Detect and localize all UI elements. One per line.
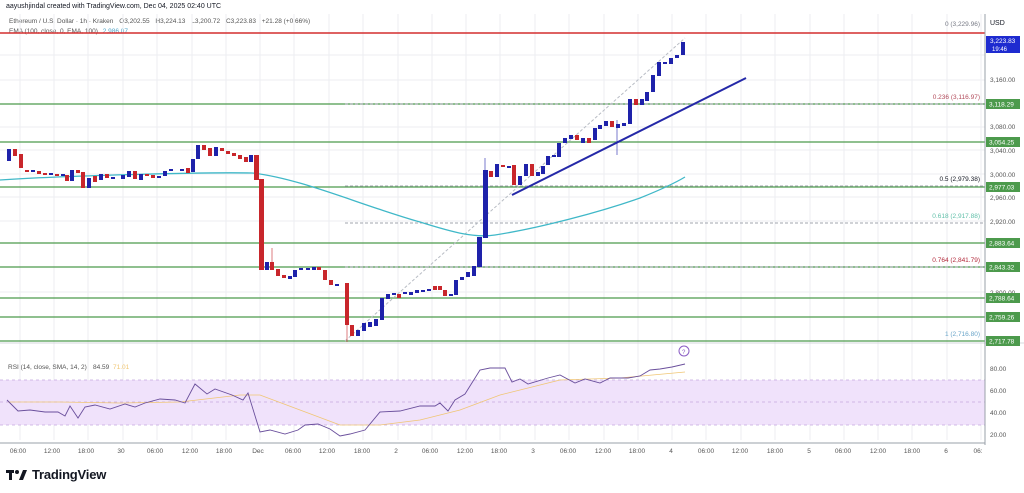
tradingview-branding[interactable]: TradingView <box>6 467 106 482</box>
currency-label: USD <box>990 20 1005 27</box>
svg-text:0.236 (3,116.97): 0.236 (3,116.97) <box>933 94 980 101</box>
symbol-title: Ethereum / U.S. Dollar · 1h · Kraken <box>9 18 114 25</box>
current-price-badge <box>986 36 1020 53</box>
ohlc-close: C3,223.83 <box>225 18 256 25</box>
svg-text:12:00: 12:00 <box>457 448 474 455</box>
ema-value: 2,986.07 <box>102 28 128 35</box>
svg-text:2: 2 <box>394 448 398 455</box>
svg-text:0 (3,229.96): 0 (3,229.96) <box>945 21 980 28</box>
ohlc-change: +21.28 (+0.66%) <box>261 18 311 25</box>
svg-text:06:00: 06:00 <box>147 448 164 455</box>
svg-text:18:00: 18:00 <box>78 448 95 455</box>
svg-text:06:00: 06:00 <box>560 448 577 455</box>
tradingview-logo-icon <box>6 469 27 480</box>
svg-text:06:00: 06:00 <box>285 448 302 455</box>
ema-label: EMA (100, close, 0, EMA, 100) <box>9 28 98 35</box>
svg-text:12:00: 12:00 <box>595 448 612 455</box>
svg-text:2,788.64: 2,788.64 <box>989 296 1015 303</box>
svg-text:71.01: 71.01 <box>113 364 130 371</box>
svg-text:3: 3 <box>531 448 535 455</box>
svg-text:5: 5 <box>807 448 811 455</box>
svg-text:84.59: 84.59 <box>93 364 110 371</box>
svg-text:3,000.00: 3,000.00 <box>990 172 1016 179</box>
svg-text:06:00: 06:00 <box>835 448 852 455</box>
svg-text:2,883.64: 2,883.64 <box>989 241 1015 248</box>
svg-text:12:00: 12:00 <box>319 448 336 455</box>
svg-text:RSI (14, close, SMA, 14, 2): RSI (14, close, SMA, 14, 2) <box>8 364 87 371</box>
svg-text:30: 30 <box>117 448 125 455</box>
svg-text:6: 6 <box>944 448 948 455</box>
svg-text:1 (2,716.80): 1 (2,716.80) <box>945 331 980 338</box>
svg-text:19:46: 19:46 <box>992 47 1008 53</box>
svg-text:3,160.00: 3,160.00 <box>990 77 1016 84</box>
svg-text:0.764 (2,841.79): 0.764 (2,841.79) <box>932 257 980 264</box>
alert-marker-icon[interactable] <box>678 345 690 357</box>
svg-text:12:00: 12:00 <box>732 448 749 455</box>
svg-text:2,977.03: 2,977.03 <box>989 185 1015 192</box>
svg-text:3,040.00: 3,040.00 <box>990 148 1016 155</box>
svg-text:18:00: 18:00 <box>354 448 371 455</box>
svg-text:80.00: 80.00 <box>990 366 1007 373</box>
ohlc-high: H3,224.13 <box>155 18 186 25</box>
svg-text:12:00: 12:00 <box>44 448 61 455</box>
ohlc-open: O3,202.55 <box>119 18 150 25</box>
rsi-sma-line <box>8 371 686 426</box>
svg-text:2,960.00: 2,960.00 <box>990 195 1016 202</box>
svg-text:3,118.29: 3,118.29 <box>989 102 1014 109</box>
rsi-line[interactable] <box>6 363 686 437</box>
svg-text:12:00: 12:00 <box>870 448 887 455</box>
symbol-legend[interactable]: Ethereum / U.S. Dollar · 1h · Kraken O3,… <box>9 18 310 25</box>
svg-text:12:00: 12:00 <box>182 448 199 455</box>
brand-name: TradingView <box>32 467 107 482</box>
svg-text:60.00: 60.00 <box>990 388 1007 395</box>
svg-text:06:00: 06:00 <box>422 448 439 455</box>
fibonacci-diagonal[interactable] <box>344 37 686 342</box>
svg-text:18:00: 18:00 <box>491 448 508 455</box>
ema-legend[interactable]: EMA (100, close, 0, EMA, 100) 2,986.07 <box>9 28 128 35</box>
svg-text:0.5 (2,979.38): 0.5 (2,979.38) <box>940 176 980 183</box>
svg-text:18:00: 18:00 <box>767 448 784 455</box>
svg-text:2,717.78: 2,717.78 <box>989 339 1015 346</box>
svg-text:2,920.00: 2,920.00 <box>990 219 1016 226</box>
svg-text:3,223.83: 3,223.83 <box>990 38 1016 45</box>
svg-text:3,054.25: 3,054.25 <box>989 140 1015 147</box>
ema-line[interactable] <box>0 172 686 237</box>
svg-text:20.00: 20.00 <box>990 432 1007 439</box>
bullish-trendline[interactable] <box>511 77 747 196</box>
svg-text:18:00: 18:00 <box>629 448 646 455</box>
svg-text:06:00: 06:00 <box>10 448 27 455</box>
vertical-grid <box>19 14 982 440</box>
svg-text:3,080.00: 3,080.00 <box>990 124 1016 131</box>
svg-text:2,843.32: 2,843.32 <box>989 265 1015 272</box>
svg-text:0.618 (2,917.88): 0.618 (2,917.88) <box>932 213 980 220</box>
svg-text:18:00: 18:00 <box>904 448 921 455</box>
rsi-axis-ticks[interactable]: 80.00 60.00 40.00 20.00 <box>990 366 1007 439</box>
ohlc-low: L3,200.72 <box>191 18 221 25</box>
svg-text:4: 4 <box>669 448 673 455</box>
candlesticks[interactable] <box>7 42 685 342</box>
svg-text:?: ? <box>682 350 686 356</box>
rsi-legend[interactable]: RSI (14, close, SMA, 14, 2) 84.59 71.01 <box>8 364 130 371</box>
svg-text:18:00: 18:00 <box>216 448 233 455</box>
svg-text:40.00: 40.00 <box>990 410 1007 417</box>
svg-text:Dec: Dec <box>252 448 264 455</box>
time-axis-ticks[interactable]: 06:00 12:00 18:00 30 06:00 12:00 18:00 D… <box>10 448 983 455</box>
svg-text:2,759.26: 2,759.26 <box>989 315 1015 322</box>
svg-text:06:: 06: <box>973 448 982 455</box>
level-badges: 3,118.29 3,054.25 2,977.03 2,883.64 2,84… <box>986 99 1020 346</box>
svg-text:06:00: 06:00 <box>698 448 715 455</box>
fib-labels: 0 (3,229.96) 0.236 (3,116.97) 0.5 (2,979… <box>932 21 980 338</box>
fibonacci-lines[interactable] <box>345 103 985 268</box>
chart-credit: aayushjindal created with TradingView.co… <box>6 3 222 10</box>
